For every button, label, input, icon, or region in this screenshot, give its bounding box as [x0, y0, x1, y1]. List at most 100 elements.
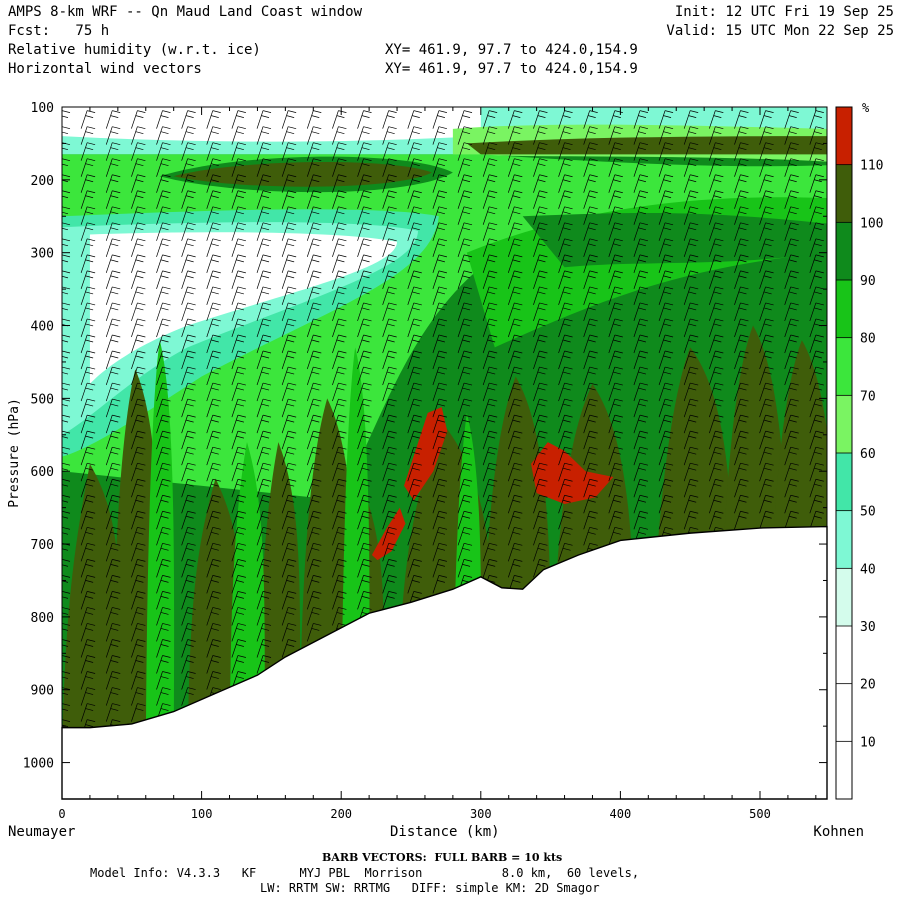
wind-barb [212, 318, 221, 322]
wind-barb [338, 591, 347, 594]
wind-barb [388, 414, 397, 418]
wind-barb [262, 639, 272, 642]
colorbar-label: 60 [860, 447, 876, 462]
wind-barb [658, 479, 666, 498]
wind-barb [613, 515, 621, 519]
wind-barb [80, 495, 88, 514]
wind-barb [638, 307, 647, 311]
wind-barb [738, 259, 747, 263]
wind-barb [809, 270, 817, 290]
wind-barb [261, 355, 270, 359]
wind-barb [537, 451, 546, 455]
wind-barb [160, 339, 169, 343]
wind-barb [135, 371, 144, 375]
wind-barb [815, 190, 824, 194]
wind-barb [589, 382, 598, 386]
wind-barb [558, 447, 565, 466]
colorbar-label: 70 [860, 389, 876, 404]
wind-barb [765, 286, 774, 290]
wind-barb [286, 275, 295, 279]
wind-barb [85, 355, 94, 359]
wind-barb [361, 531, 370, 535]
wind-barb [156, 318, 163, 338]
wind-barb [361, 580, 370, 583]
wind-barb [288, 623, 297, 626]
wind-barb [85, 195, 94, 199]
wind-barb [382, 511, 389, 530]
wind-barb [160, 243, 169, 247]
wind-barb [789, 355, 797, 359]
wind-barb [286, 179, 295, 183]
wind-barb [361, 115, 370, 118]
wind-barb [462, 211, 471, 215]
wind-barb [463, 174, 473, 178]
wind-barb [160, 483, 169, 487]
wind-barb [633, 158, 641, 177]
wind-barb [236, 483, 244, 487]
wind-barb [688, 227, 697, 231]
wind-barb [507, 495, 515, 514]
wind-barb [438, 270, 448, 274]
wind-barb [281, 495, 289, 514]
wind-barb [80, 543, 88, 562]
wind-barb [688, 243, 697, 247]
wind-barb [261, 580, 270, 583]
wind-barb [262, 382, 272, 386]
wind-barb [338, 126, 347, 130]
wind-barb [463, 206, 473, 210]
wind-barb [683, 415, 691, 434]
wind-barb [112, 110, 121, 113]
wind-barb [62, 430, 71, 434]
wind-barb [463, 334, 473, 338]
wind-barb [713, 339, 722, 343]
wind-barb [457, 398, 465, 418]
wind-barb [363, 542, 372, 546]
wind-barb [105, 687, 113, 706]
wind-barb [262, 430, 272, 434]
wind-barb [413, 526, 422, 530]
wind-barb [608, 318, 616, 338]
wind-barb [533, 222, 540, 241]
wind-barb [407, 382, 415, 402]
wind-barb [361, 291, 370, 295]
wind-barb [85, 435, 94, 439]
wind-barb [784, 286, 792, 306]
wind-barb [62, 623, 71, 626]
wind-barb [688, 195, 697, 199]
wind-barb [815, 446, 824, 450]
wind-barb [160, 355, 169, 359]
wind-barb [713, 275, 722, 279]
wind-barb [85, 596, 94, 599]
wind-barb [738, 307, 747, 311]
wind-barb [489, 478, 498, 482]
wind-barb [512, 179, 521, 183]
wind-barb [62, 238, 71, 242]
wind-barb [463, 270, 473, 274]
wind-barb [583, 126, 591, 145]
wind-barb [62, 174, 71, 178]
wind-barb [765, 158, 774, 162]
wind-barb [137, 446, 146, 450]
wind-barb [162, 607, 171, 610]
wind-barb [809, 302, 817, 322]
wind-barb [288, 526, 297, 530]
wind-barb [588, 243, 596, 247]
wind-barb [211, 547, 219, 551]
wind-barb [715, 286, 724, 290]
wind-barb [413, 350, 422, 354]
wind-barb [738, 419, 747, 423]
wind-barb [336, 547, 345, 551]
wind-barb [789, 195, 797, 199]
wind-barb [382, 238, 389, 257]
wind-barb [332, 495, 339, 514]
wind-barb [413, 462, 422, 466]
wind-barb [809, 366, 817, 386]
wind-barb [564, 238, 573, 242]
wind-barb [487, 115, 496, 118]
wind-barb [261, 403, 270, 407]
wind-barb [311, 483, 320, 487]
wind-barb [137, 270, 146, 274]
wind-barb [583, 110, 591, 129]
wind-barb [462, 403, 471, 407]
wind-barb [87, 270, 96, 274]
